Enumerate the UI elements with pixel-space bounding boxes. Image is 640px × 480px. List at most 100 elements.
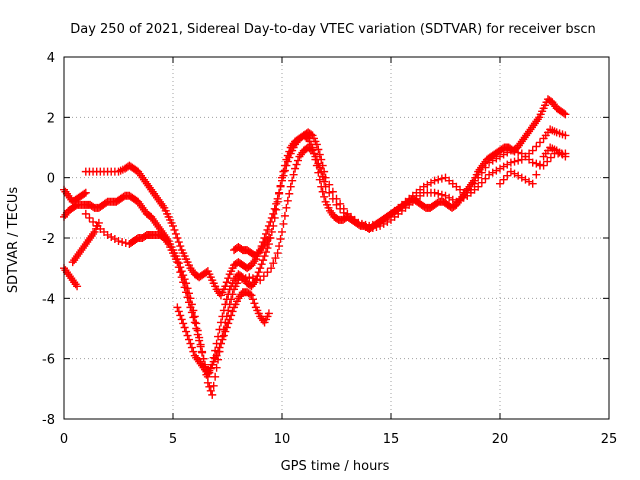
data-point (227, 295, 236, 304)
data-point (477, 168, 486, 177)
data-point (219, 331, 228, 340)
data-point (314, 145, 323, 154)
data-point (285, 153, 294, 162)
data-point (257, 260, 266, 269)
data-point (561, 110, 570, 119)
data-point (199, 354, 208, 363)
data-point (434, 189, 443, 198)
data-point (241, 274, 250, 283)
data-point (94, 218, 103, 227)
data-point (174, 263, 183, 272)
data-point (546, 153, 555, 162)
data-point (173, 258, 182, 267)
data-point (273, 249, 282, 258)
data-point (286, 182, 295, 191)
data-point (196, 342, 205, 351)
data-point (332, 194, 341, 203)
data-point (275, 242, 284, 251)
data-point (510, 147, 519, 156)
data-point (190, 318, 199, 327)
data-point (212, 351, 221, 360)
data-point (474, 173, 483, 182)
data-point (221, 282, 230, 291)
data-point (238, 275, 247, 284)
y-tick-label: -2 (42, 232, 55, 247)
data-point (292, 160, 301, 169)
x-tick-label: 15 (383, 432, 400, 447)
data-point (176, 311, 185, 320)
data-point (193, 330, 202, 339)
data-point (205, 382, 214, 391)
data-point (222, 323, 231, 332)
data-point (259, 256, 268, 265)
data-point (211, 372, 220, 381)
data-point (260, 252, 269, 261)
data-point (262, 229, 271, 238)
data-point (506, 167, 515, 176)
data-point (280, 211, 289, 220)
data-point (262, 248, 271, 257)
data-point (514, 156, 523, 165)
data-point (227, 311, 236, 320)
data-point (517, 173, 526, 182)
data-point (276, 182, 285, 191)
data-point (267, 227, 276, 236)
data-point (264, 234, 273, 242)
data-point (206, 386, 215, 395)
y-axis-label: SDTVAR / TECUs (6, 187, 21, 294)
data-point (192, 324, 201, 333)
data-point (216, 339, 225, 348)
data-point (250, 299, 259, 308)
data-point (186, 303, 195, 312)
data-point (245, 273, 254, 282)
data-point (372, 219, 381, 228)
data-point (514, 148, 523, 157)
data-point (535, 161, 544, 170)
chart-title: Day 250 of 2021, Sidereal Day-to-day VTE… (70, 22, 596, 37)
data-point (357, 219, 366, 228)
y-tick-label: -8 (42, 413, 55, 428)
data-point (325, 180, 334, 189)
data-point (278, 176, 286, 185)
data-point (173, 234, 182, 242)
data-point (470, 179, 479, 188)
data-point (477, 178, 486, 187)
x-tick-label: 25 (601, 432, 618, 447)
data-point (203, 378, 212, 387)
data-point (234, 276, 243, 285)
data-point (186, 339, 195, 348)
data-point (521, 175, 530, 184)
data-point (183, 293, 192, 302)
data-point (318, 187, 327, 196)
data-point (263, 225, 272, 234)
data-points (60, 95, 570, 399)
data-point (525, 177, 534, 186)
y-tick-label: 2 (47, 111, 55, 126)
y-tick-label: 0 (47, 172, 55, 187)
data-point (85, 213, 94, 222)
data-point (246, 290, 255, 299)
data-point (307, 130, 316, 139)
data-point (180, 323, 189, 332)
axis-ticks: 0 5 10 15 20 25 -8 -6 -4 -2 0 2 4 (42, 51, 617, 447)
data-point (528, 146, 537, 155)
data-point (266, 217, 275, 226)
data-point (215, 343, 224, 352)
data-point (430, 188, 439, 197)
data-point (499, 175, 508, 184)
x-axis-label: GPS time / hours (281, 459, 390, 474)
y-tick-label: 4 (47, 51, 55, 66)
y-tick-label: -4 (42, 292, 55, 307)
data-point (179, 278, 188, 287)
data-point (264, 221, 273, 230)
data-point (320, 167, 329, 176)
data-point (320, 192, 329, 201)
data-point (496, 179, 504, 188)
data-point (182, 288, 191, 297)
data-point (481, 163, 490, 172)
data-point (510, 169, 519, 178)
data-point (275, 188, 284, 197)
x-tick-label: 0 (60, 432, 68, 447)
data-point (510, 157, 519, 166)
data-point (488, 168, 497, 177)
